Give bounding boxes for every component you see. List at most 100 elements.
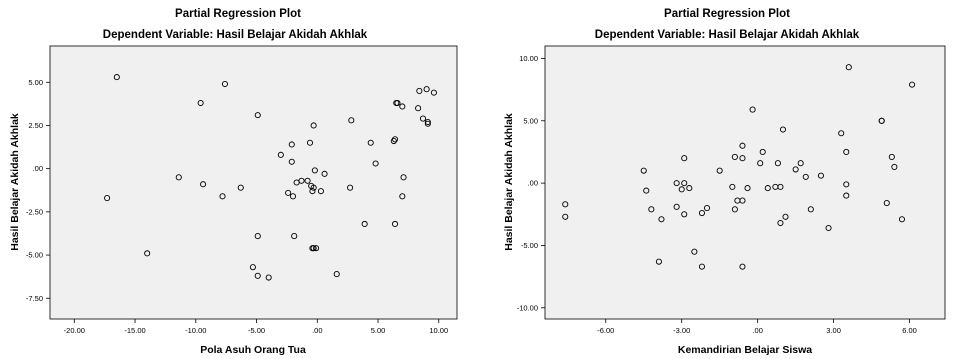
data-point <box>838 130 845 137</box>
data-point <box>843 148 850 156</box>
data-point <box>289 193 297 200</box>
data-point <box>424 120 431 127</box>
data-point <box>321 170 328 177</box>
data-point <box>681 155 688 162</box>
data-point <box>317 188 324 195</box>
data-point <box>681 180 688 187</box>
data-point <box>333 271 340 278</box>
data-point <box>686 185 693 192</box>
data-point <box>703 205 711 212</box>
data-point <box>400 174 407 181</box>
data-point <box>691 248 698 255</box>
data-point <box>390 137 397 145</box>
y-tick-label: -2.50 <box>26 207 43 216</box>
data-point <box>698 209 706 217</box>
data-point <box>372 160 379 167</box>
chart-subtitle: Dependent Variable: Hasil Belajar Akidah… <box>103 29 368 41</box>
data-point <box>104 195 111 202</box>
partial-regression-plot-left: Partial Regression Plot Dependent Variab… <box>9 8 458 356</box>
x-tick-label: 3.00 <box>826 326 841 335</box>
data-point <box>777 219 784 227</box>
x-tick-label: 5.00 <box>371 326 386 335</box>
x-tick-label: .00 <box>312 326 322 335</box>
data-point <box>419 115 427 122</box>
data-point <box>430 89 437 96</box>
x-tick-label: -20.00 <box>64 326 85 335</box>
x-tick-label: .00 <box>752 326 762 335</box>
data-point <box>698 263 706 270</box>
y-tick-label: -5.00 <box>26 251 43 260</box>
data-point <box>309 245 316 252</box>
data-point <box>807 206 814 213</box>
y-tick-label: 5.00 <box>523 116 538 125</box>
data-point <box>306 139 314 146</box>
data-point <box>309 188 316 195</box>
y-tick-label: 10.00 <box>519 54 538 63</box>
data-point <box>774 160 781 167</box>
data-point <box>288 158 295 165</box>
data-point <box>200 181 207 188</box>
data-point <box>739 155 746 162</box>
data-point <box>739 197 746 204</box>
data-point <box>739 263 746 270</box>
data-point <box>391 136 399 143</box>
plot-area <box>49 45 458 320</box>
data-point <box>221 80 228 88</box>
scatter-points <box>104 74 437 281</box>
data-point <box>310 184 317 191</box>
data-point <box>658 216 665 223</box>
data-point <box>298 177 305 184</box>
data-point <box>391 220 399 228</box>
data-point <box>285 189 292 196</box>
data-point <box>891 163 898 170</box>
data-point <box>731 153 738 160</box>
x-tick-label: 6.00 <box>902 326 917 335</box>
data-point <box>843 192 850 199</box>
data-point <box>562 201 569 208</box>
data-point <box>678 186 685 193</box>
data-point <box>219 193 226 200</box>
data-point <box>878 117 885 124</box>
data-point <box>254 233 261 240</box>
data-point <box>802 173 809 180</box>
data-point <box>648 206 655 213</box>
data-point <box>792 166 799 173</box>
scatter-points <box>562 64 916 270</box>
data-point <box>898 216 906 223</box>
data-point <box>394 99 401 107</box>
x-tick-label: -15.00 <box>124 326 145 335</box>
data-point <box>888 153 895 160</box>
data-point <box>311 167 318 174</box>
data-point <box>265 274 272 281</box>
partial-regression-plot-right: Partial Regression Plot Dependent Variab… <box>503 8 946 356</box>
x-tick-label: -6.00 <box>597 326 614 335</box>
data-point <box>399 193 406 200</box>
data-point <box>113 74 120 81</box>
data-point <box>415 105 422 112</box>
data-point <box>197 99 204 107</box>
y-tick-label: -10.00 <box>517 303 538 312</box>
data-point <box>909 81 916 88</box>
data-point <box>562 213 569 220</box>
data-point <box>797 160 804 167</box>
data-point <box>779 126 787 133</box>
y-tick-label: .00 <box>528 179 538 188</box>
y-tick-label: .00 <box>33 164 43 173</box>
data-point <box>757 160 764 167</box>
data-point <box>729 183 736 190</box>
x-axis-ticks: -20.00 -15.00 -10.00 -5.00 .00 5.00 10.00 <box>64 319 448 335</box>
data-point <box>845 64 852 71</box>
x-axis-label: Pola Asuh Orang Tua <box>200 344 306 356</box>
y-tick-label: -7.50 <box>26 294 43 303</box>
y-axis-ticks: -10.00 -5.00 .00 5.00 10.00 <box>517 54 545 312</box>
data-point <box>277 151 284 158</box>
data-point <box>254 272 261 279</box>
data-point <box>764 185 771 192</box>
chart-title: Partial Regression Plot <box>664 8 790 20</box>
data-point <box>843 181 850 188</box>
data-point <box>367 139 374 146</box>
data-point <box>313 245 320 252</box>
data-point <box>175 174 182 181</box>
data-point <box>817 172 824 179</box>
data-point <box>759 148 766 156</box>
